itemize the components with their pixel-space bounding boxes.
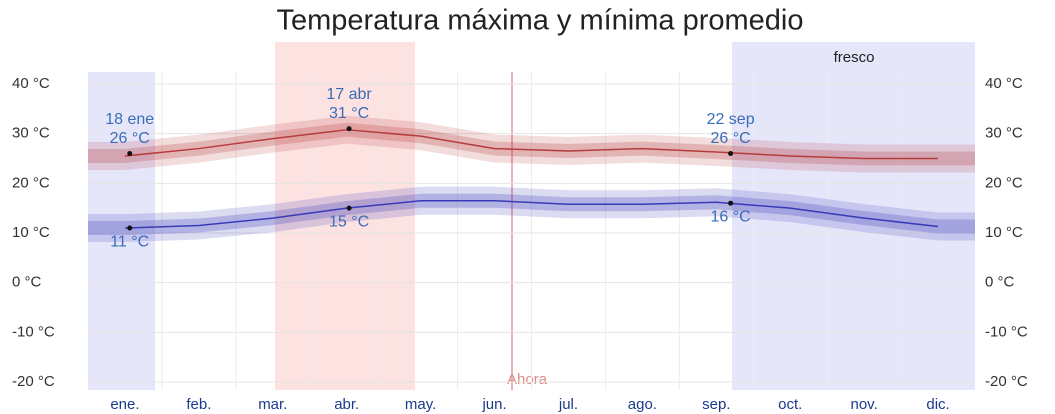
annotation-dot [346, 205, 352, 211]
annotation-dot [728, 151, 734, 157]
annotation-dot [346, 126, 352, 132]
x-tick-label: jun. [481, 396, 506, 413]
annotation-low: 16 °C [710, 208, 750, 225]
y-tick-label: 40 °C [12, 75, 50, 92]
annotation-date: 22 sep [707, 111, 755, 128]
series-line [124, 128, 939, 160]
band [88, 193, 975, 236]
y-tick-label: -20 °C [12, 373, 55, 390]
band [88, 122, 975, 166]
chart-title: Temperatura máxima y mínima promedio [276, 5, 803, 37]
y2-tick-label: -20 °C [985, 373, 1028, 390]
y-tick-label: 0 °C [12, 274, 42, 291]
y2-tick-label: 20 °C [985, 174, 1023, 191]
y2-tick-label: 10 °C [985, 224, 1023, 241]
annotation-dot [127, 151, 133, 157]
annotation-high: 31 °C [329, 105, 369, 122]
season-label: fresco [834, 49, 875, 66]
x-tick-label: dic. [926, 396, 949, 413]
y2-tick-label: 30 °C [985, 125, 1023, 142]
x-tick-label: jul. [558, 396, 578, 413]
y2-tick-label: -10 °C [985, 323, 1028, 340]
x-tick-label: feb. [186, 396, 211, 413]
x-tick-label: ene. [110, 396, 139, 413]
x-tick-label: sep. [702, 396, 730, 413]
y2-tick-label: 40 °C [985, 75, 1023, 92]
x-tick-label: nov. [851, 396, 878, 413]
x-tick-label: mar. [258, 396, 287, 413]
y-tick-label: 10 °C [12, 224, 50, 241]
now-label: Ahora [507, 371, 548, 388]
x-tick-label: may. [405, 396, 436, 413]
x-tick-label: oct. [778, 396, 802, 413]
cool-season [88, 72, 155, 390]
x-tick-label: ago. [628, 396, 657, 413]
band [88, 115, 975, 173]
series-line [124, 199, 939, 229]
annotation-date: 17 abr [326, 86, 372, 103]
y-tick-label: -10 °C [12, 323, 55, 340]
y-tick-label: 30 °C [12, 125, 50, 142]
band [88, 186, 975, 243]
y-tick-label: 20 °C [12, 174, 50, 191]
annotation-date: 18 ene [105, 111, 154, 128]
annotation-high: 26 °C [110, 130, 150, 147]
annotation-dot [127, 225, 133, 231]
x-tick-label: abr. [334, 396, 359, 413]
annotation-low: 11 °C [110, 233, 149, 250]
annotation-dot [728, 200, 734, 206]
annotation-high: 26 °C [710, 130, 750, 147]
y2-tick-label: 0 °C [985, 274, 1015, 291]
annotation-low: 15 °C [329, 213, 369, 230]
